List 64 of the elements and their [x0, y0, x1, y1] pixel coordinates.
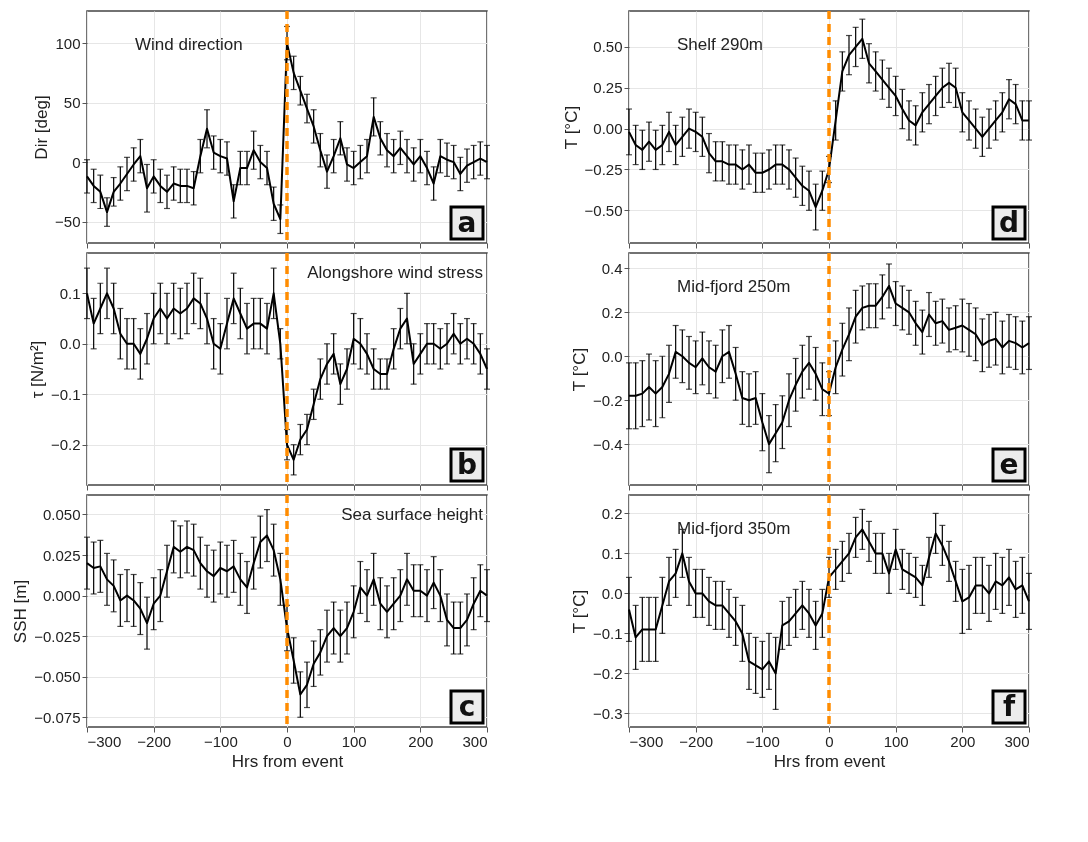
y-tick-label: 0.1 — [59, 284, 81, 302]
x-tick-label: −100 — [745, 732, 780, 750]
y-tick-label: 0.0 — [59, 335, 81, 353]
annotation: e — [999, 448, 1019, 481]
x-tick-label: 300 — [1004, 732, 1030, 750]
x-tick-label: 200 — [950, 732, 976, 750]
x-tick-label: −200 — [679, 732, 714, 750]
x-axis-title: Hrs from event — [231, 751, 344, 771]
y-tick-label: −0.50 — [584, 201, 623, 219]
x-tick-label: 300 — [462, 732, 488, 750]
y-axis-title: T [°C] — [569, 347, 589, 392]
y-tick-label: −0.3 — [592, 704, 623, 722]
annotation: f — [1002, 690, 1016, 723]
y-tick-label: 0.1 — [601, 544, 623, 562]
x-tick-label: 100 — [341, 732, 367, 750]
y-tick-label: −50 — [55, 213, 81, 231]
y-tick-label: 0.00 — [593, 120, 623, 138]
y-tick-label: 0 — [72, 153, 81, 171]
x-tick-label: −300 — [629, 732, 664, 750]
y-tick-label: −0.25 — [584, 160, 623, 178]
x-tick-label: −100 — [203, 732, 238, 750]
y-axis-title: T [°C] — [561, 105, 581, 150]
y-tick-label: −0.4 — [592, 435, 623, 453]
y-tick-label: 0.0 — [601, 584, 623, 602]
x-tick-label: 100 — [883, 732, 909, 750]
y-tick-label: −0.1 — [50, 385, 81, 403]
annotation: Shelf 290m — [677, 35, 763, 54]
annotation: Alongshore wind stress — [307, 263, 483, 282]
y-tick-label: −0.050 — [34, 668, 81, 686]
annotation: Mid-fjord 350m — [677, 519, 791, 538]
y-tick-label: 100 — [55, 34, 81, 52]
y-tick-label: −0.025 — [34, 627, 81, 645]
y-tick-label: 0.025 — [42, 546, 81, 564]
y-tick-label: −0.075 — [34, 708, 81, 726]
x-tick-label: 200 — [408, 732, 434, 750]
annotation: Mid-fjord 250m — [677, 277, 791, 296]
annotation: Wind direction — [135, 35, 243, 54]
x-tick-label: −200 — [137, 732, 172, 750]
y-axis-title: Dir [deg] — [32, 95, 52, 160]
annotation: b — [456, 448, 478, 481]
y-tick-label: 0.4 — [601, 259, 623, 277]
x-tick-label: 0 — [825, 732, 834, 750]
annotation: Sea surface height — [341, 505, 484, 524]
y-tick-label: 0.0 — [601, 347, 623, 365]
y-axis-title: T [°C] — [569, 589, 589, 634]
x-tick-label: −300 — [87, 732, 122, 750]
y-tick-label: 0.050 — [42, 505, 81, 523]
y-tick-label: 0.000 — [42, 587, 81, 605]
y-tick-label: 0.2 — [601, 504, 623, 522]
x-tick-label: 0 — [283, 732, 292, 750]
x-axis-title: Hrs from event — [773, 751, 886, 771]
annotation: d — [998, 206, 1020, 239]
y-tick-label: −0.2 — [50, 436, 81, 454]
y-tick-label: 0.50 — [593, 38, 623, 56]
y-tick-label: −0.2 — [592, 664, 623, 682]
y-tick-label: −0.1 — [592, 624, 623, 642]
y-tick-label: 50 — [63, 94, 81, 112]
annotation: c — [458, 690, 476, 723]
y-tick-label: 0.25 — [593, 79, 623, 97]
y-axis-title: τ [N/m²] — [27, 340, 47, 399]
y-axis-title: SSH [m] — [11, 579, 31, 644]
y-tick-label: −0.2 — [592, 391, 623, 409]
y-tick-label: 0.2 — [601, 303, 623, 321]
annotation: a — [457, 206, 477, 239]
